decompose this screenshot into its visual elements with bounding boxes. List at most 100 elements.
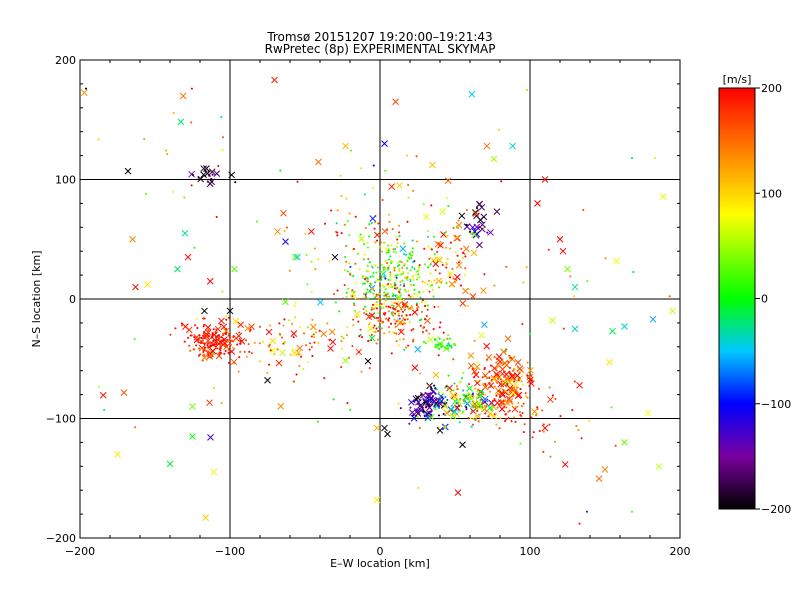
echo-cross-marker [472,209,479,216]
echo-dot-marker [370,282,373,285]
echo-cross-marker [230,358,238,366]
echo-dot-marker [406,259,409,262]
echo-dot-marker [355,315,358,318]
x-axis-label: E–W location [km] [330,557,430,570]
echo-dot-marker [393,318,396,321]
echo-dot-marker [374,296,377,299]
echo-cross-marker [204,337,212,345]
echo-dot-marker [243,350,246,353]
echo-cross-marker [508,372,516,380]
echo-dot-marker [258,342,261,345]
echo-dot-marker [493,413,496,416]
echo-dot-marker [409,284,412,287]
echo-dot-marker [389,271,392,274]
echo-cross-marker [396,182,403,189]
echo-cross-marker [469,224,477,231]
echo-dot-marker [464,255,467,258]
echo-dot-marker [573,295,576,298]
colorbar-tick-label: 100 [761,187,782,200]
echo-cross-marker [473,230,481,238]
echo-dot-marker [480,389,483,392]
echo-cross-marker [464,400,471,408]
echo-dot-marker [392,248,395,251]
echo-cross-marker [388,183,396,190]
echo-dot-marker [459,284,462,287]
echo-dot-marker [500,362,503,365]
echo-dot-marker [412,338,415,341]
echo-dot-marker [390,301,393,304]
echo-dot-marker [586,280,589,283]
echo-dot-marker [522,281,525,284]
echo-dot-marker [192,174,195,177]
echo-dot-marker [461,412,464,415]
echo-dot-marker [434,338,437,341]
echo-dot-marker [485,377,488,380]
echo-dot-marker [449,276,451,279]
echo-dot-marker [368,322,371,325]
echo-cross-marker [279,349,286,357]
echo-dot-marker [403,322,406,325]
echo-cross-marker [353,310,361,318]
echo-dot-marker [465,406,468,409]
echo-dot-marker [445,344,448,347]
echo-dot-marker [393,266,396,269]
echo-dot-marker [509,380,512,383]
echo-dot-marker [467,288,470,291]
echo-dot-marker [496,406,499,409]
x-tick-label: −100 [215,545,245,558]
echo-dot-marker [212,342,215,345]
echo-dot-marker [351,248,354,251]
echo-dot-marker [180,324,183,327]
echo-dot-marker [302,332,305,335]
echo-dot-marker [407,256,410,259]
echo-dot-marker [385,247,388,250]
echo-dot-marker [452,277,455,280]
echo-dot-marker [474,406,477,409]
echo-dot-marker [394,283,397,286]
echo-dot-marker [183,340,186,343]
echo-dot-marker [199,347,202,350]
echo-cross-marker [471,231,478,238]
echo-dot-marker [353,304,356,307]
echo-dot-marker [397,344,400,347]
echo-cross-marker [576,381,583,389]
echo-cross-marker [381,140,388,148]
echo-cross-marker [222,327,230,335]
echo-dot-marker [524,392,527,395]
echo-dot-marker [463,252,466,255]
echo-cross-marker [368,334,376,342]
echo-dot-marker [452,389,455,392]
echo-dot-marker [370,313,373,316]
echo-dot-marker [348,234,351,237]
echo-dot-marker [375,279,378,282]
echo-cross-marker [509,142,517,150]
echo-cross-marker [571,325,579,333]
echo-dot-marker [145,192,148,195]
echo-dot-marker [445,266,448,269]
echo-cross-marker [459,300,467,307]
echo-dot-marker [372,292,375,295]
echo-dot-marker [498,394,501,397]
echo-dot-marker [446,197,449,200]
echo-dot-marker [97,138,100,141]
echo-dot-marker [522,402,525,405]
echo-dot-marker [367,297,370,300]
echo-dot-marker [449,408,452,411]
echo-dot-marker [221,149,224,152]
echo-dot-marker [367,291,370,294]
echo-dot-marker [292,336,295,339]
echo-dot-marker [428,399,431,402]
echo-dot-marker [389,283,392,286]
echo-dot-marker [422,290,425,293]
echo-dot-marker [578,522,581,525]
echo-dot-marker [390,284,393,287]
echo-dot-marker [370,308,373,311]
echo-dot-marker [387,320,390,323]
echo-dot-marker [307,360,310,363]
echo-dot-marker [214,332,217,335]
echo-dot-marker [395,235,398,238]
echo-dot-marker [368,367,371,370]
echo-dot-marker [416,402,419,405]
echo-dot-marker [354,297,357,300]
echo-dot-marker [202,334,205,337]
